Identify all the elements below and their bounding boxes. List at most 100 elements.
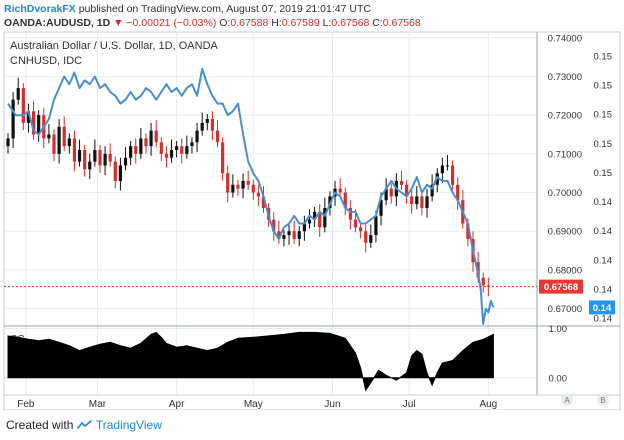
candle — [226, 165, 230, 203]
candle-body — [251, 184, 255, 193]
candle — [481, 272, 485, 293]
candle-body — [307, 219, 312, 224]
ohlc-legend: OANDA:AUDUSD, 1D ▼ −0.00021 (−0.03%) O:0… — [4, 17, 421, 29]
candle — [420, 191, 424, 216]
price-axis-tick-label: 0.72000 — [548, 111, 582, 122]
chart-subtitle: CNHUSD, IDC — [10, 55, 82, 67]
publish-info: published on TradingView.com, August 07,… — [78, 3, 371, 15]
candle-body — [37, 115, 41, 135]
candle — [118, 157, 123, 191]
candle-body — [348, 208, 352, 220]
candle-body — [256, 192, 260, 197]
candle-body — [16, 88, 20, 100]
candle — [445, 155, 450, 171]
chart-title: Australian Dollar / U.S. Dollar, 1D, OAN… — [10, 40, 219, 52]
candle — [180, 138, 184, 164]
tradingview-brand[interactable]: TradingView — [95, 418, 162, 432]
candle — [287, 223, 291, 245]
footer: Created with TradingView — [6, 418, 162, 432]
cnh-axis-tick-label: 0.15 — [594, 139, 613, 150]
candle — [440, 157, 444, 183]
candle — [169, 139, 174, 163]
chart-canvas[interactable]: Australian Dollar / U.S. Dollar, 1D, OAN… — [0, 0, 624, 410]
candle — [215, 120, 220, 148]
candle-body — [62, 126, 66, 147]
high-value: 0.67589 — [281, 17, 320, 29]
scale-buttons: A B — [561, 394, 609, 406]
candle — [246, 170, 250, 190]
candle-body — [118, 165, 123, 181]
candle-body — [272, 219, 276, 232]
candle — [364, 223, 368, 253]
change-value: −0.00021 (−0.03%) — [126, 17, 217, 29]
candle — [83, 144, 87, 177]
candle-body — [246, 180, 250, 185]
candle — [52, 129, 56, 162]
publish-header: RichDvorakFX published on TradingView.co… — [4, 3, 371, 15]
candle — [129, 141, 133, 166]
last-price-badge-label: 0.67568 — [544, 282, 578, 293]
candle-body — [159, 142, 163, 154]
candle — [369, 224, 373, 248]
candle-body — [83, 149, 87, 170]
candle-body — [292, 231, 296, 239]
candle — [205, 114, 209, 131]
candle-body — [384, 188, 388, 201]
candle-body — [353, 219, 358, 228]
candle — [144, 133, 148, 154]
candle — [77, 139, 82, 167]
candle-body — [129, 146, 133, 158]
candle-body — [139, 138, 143, 154]
candle-body — [149, 130, 153, 147]
candle-body — [415, 196, 419, 205]
candle-body — [425, 196, 429, 209]
cnh-axis-tick-label: 0.14 — [594, 226, 613, 237]
candle — [210, 111, 214, 141]
candle-body — [440, 165, 444, 174]
down-triangle-icon: ▼ — [113, 17, 124, 29]
candle-body — [282, 235, 286, 239]
candle-body — [287, 231, 291, 236]
open-label: O: — [219, 17, 231, 29]
candle — [134, 138, 138, 164]
candle-body — [215, 130, 220, 143]
low-label: L: — [322, 17, 332, 29]
candle — [282, 230, 286, 247]
candle — [103, 146, 107, 176]
candle-body — [180, 146, 184, 154]
candle-body — [466, 223, 470, 239]
candle — [297, 226, 301, 247]
candle-body — [144, 138, 148, 147]
log-scale-button[interactable] — [597, 394, 609, 406]
author-name[interactable]: RichDvorakFX — [4, 3, 76, 15]
candle — [236, 179, 240, 197]
candle-body — [369, 235, 373, 243]
candle — [241, 173, 245, 199]
time-axis-tick-label: Apr — [169, 399, 185, 410]
candle — [195, 122, 199, 152]
price-axis-tick-label: 0.73000 — [548, 72, 582, 83]
candle-body — [410, 196, 414, 205]
candle-body — [21, 88, 25, 123]
candle-body — [108, 153, 112, 162]
candle-body — [11, 99, 15, 139]
candle — [338, 178, 342, 198]
svg-text:A: A — [564, 396, 570, 405]
candle-body — [481, 277, 485, 286]
candle — [164, 146, 169, 168]
price-axis-tick-label: 0.68000 — [548, 265, 582, 276]
candle — [57, 119, 61, 164]
candle-body — [486, 285, 490, 287]
candle — [415, 185, 419, 210]
candle-body — [430, 184, 434, 197]
candle-body — [134, 146, 138, 154]
candle-body — [195, 130, 199, 143]
candle-body — [399, 180, 404, 185]
auto-scale-button[interactable] — [561, 394, 573, 406]
candle-body — [190, 142, 194, 147]
candle — [343, 187, 347, 216]
cnh-axis-tick-label: 0.14 — [594, 197, 613, 208]
candle-body — [226, 173, 230, 193]
candle — [67, 133, 71, 154]
candle — [190, 137, 194, 154]
